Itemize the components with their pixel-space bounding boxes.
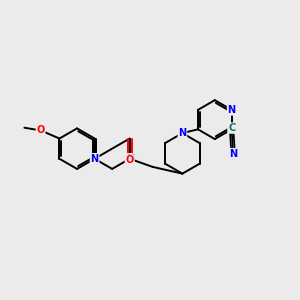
Text: O: O — [126, 155, 134, 165]
Text: N: N — [228, 105, 236, 115]
Text: N: N — [126, 154, 134, 164]
Text: O: O — [37, 125, 45, 135]
Text: N: N — [229, 148, 237, 159]
Text: C: C — [228, 123, 235, 133]
Text: N: N — [178, 128, 186, 138]
Text: N: N — [91, 154, 99, 164]
